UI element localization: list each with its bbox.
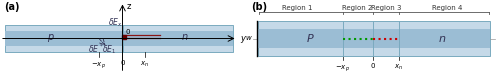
Text: $x_n$: $x_n$ [140,60,149,69]
Text: (b): (b) [251,2,267,12]
Text: $x_n$: $x_n$ [394,63,404,72]
Text: n: n [439,33,446,44]
Text: 0: 0 [120,60,125,66]
Text: 0: 0 [370,63,375,69]
Bar [258,21,490,56]
Text: Region 4: Region 4 [432,5,462,11]
Bar [5,31,232,46]
Text: Region 2: Region 2 [342,5,372,11]
Text: Region 3: Region 3 [371,5,401,11]
Text: $\delta E_1$: $\delta E_1$ [102,43,117,56]
Text: n: n [182,32,188,42]
Text: z: z [126,2,131,11]
Text: 0: 0 [126,29,130,35]
Text: $\delta E^*$: $\delta E^*$ [88,43,103,56]
Bar [5,25,232,52]
Text: p: p [47,32,53,42]
Text: Region 1: Region 1 [282,5,313,11]
Text: P: P [306,33,314,44]
Bar [258,29,490,48]
Text: y: y [240,34,245,43]
Text: $-x_p$: $-x_p$ [91,60,106,71]
Text: (a): (a) [4,2,20,12]
Text: $\delta E_x$: $\delta E_x$ [108,17,122,29]
Text: $-x_p$: $-x_p$ [335,63,350,74]
Text: w: w [246,35,252,42]
